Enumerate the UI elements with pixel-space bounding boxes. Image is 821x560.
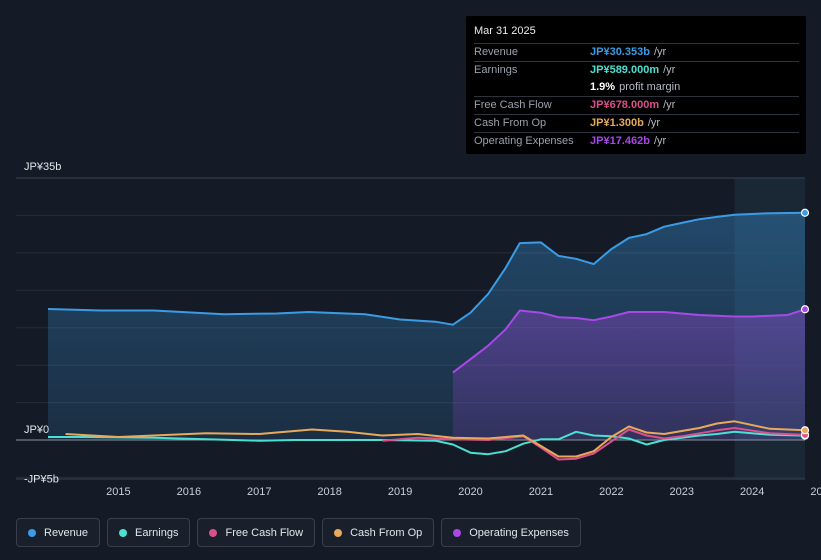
tooltip-label <box>474 79 590 96</box>
tooltip-unit: /yr <box>647 117 661 129</box>
legend-label: Free Cash Flow <box>225 526 304 539</box>
series-end-marker <box>800 208 810 217</box>
y-tick-label: JP¥35b <box>24 161 61 173</box>
series-line-cash-from-op <box>65 420 806 458</box>
x-tick-label: 2023 <box>670 486 694 498</box>
x-tick-label: 2016 <box>177 486 201 498</box>
legend-dot <box>334 528 343 537</box>
x-tick-label: 2018 <box>317 486 341 498</box>
tooltip-label: Revenue <box>474 46 519 58</box>
legend-item-operating-expenses[interactable]: Operating Expenses <box>441 518 581 547</box>
tooltip-unit: /yr <box>663 64 676 76</box>
tooltip-unit: /yr <box>653 135 667 147</box>
legend-dot <box>28 528 36 537</box>
tooltip-label: Earnings <box>474 64 518 76</box>
tooltip-value: 1.9% <box>590 81 616 93</box>
series-end-marker <box>800 426 810 435</box>
tooltip-label: Free Cash Flow <box>474 99 552 111</box>
x-tick-label: 2021 <box>529 486 553 498</box>
tooltip-value: JP¥589.000m <box>590 64 660 76</box>
series-line-operating-expenses <box>452 308 806 374</box>
x-tick-label: 2017 <box>247 486 271 498</box>
x-tick-label: 2015 <box>106 486 130 498</box>
series-line-earnings <box>48 430 806 456</box>
series-line-revenue <box>47 211 806 326</box>
legend-dot <box>209 528 218 537</box>
tooltip-value: JP¥30.353b <box>590 46 650 58</box>
tooltip-row-revenue: Revenue JP¥30.353b /yr <box>474 44 799 62</box>
x-tick-label: 2020 <box>458 486 482 498</box>
tooltip-row-opex: Operating Expenses JP¥17.462b /yr <box>474 133 799 150</box>
x-tick-label: 2024 <box>740 486 764 498</box>
series-end-marker <box>800 305 810 314</box>
x-tick-label: 2019 <box>388 486 412 498</box>
legend-item-revenue[interactable]: Revenue <box>16 518 101 547</box>
legend-label: Operating Expenses <box>469 526 569 539</box>
legend-dot <box>453 528 462 537</box>
tooltip-date: Mar 31 2025 <box>474 23 799 44</box>
legend-label: Earnings <box>135 526 179 539</box>
tooltip-row-margin: 1.9% profit margin <box>474 79 799 97</box>
tooltip-value: JP¥17.462b <box>590 135 650 147</box>
tooltip-value: JP¥1.300b <box>590 117 644 129</box>
x-tick-label: 2025 <box>810 486 821 498</box>
legend-item-free-cash-flow[interactable]: Free Cash Flow <box>197 518 316 547</box>
legend-item-cash-from-op[interactable]: Cash From Op <box>322 518 435 547</box>
tooltip-row-earnings: Earnings JP¥589.000m /yr <box>474 62 799 79</box>
tooltip: Mar 31 2025 Revenue JP¥30.353b /yr Earni… <box>466 16 806 154</box>
chart: JP¥35b JP¥0 -JP¥5b 2015 2016 2017 2018 2019 2020… <box>16 161 821 498</box>
series-area-operating-expenses <box>452 309 805 440</box>
tooltip-unit: profit margin <box>619 81 681 93</box>
tooltip-unit: /yr <box>663 99 676 111</box>
tooltip-row-fcf: Free Cash Flow JP¥678.000m /yr <box>474 97 799 115</box>
legend: Revenue Earnings Free Cash Flow Cash Fro… <box>16 518 588 547</box>
x-tick-label: 2022 <box>599 486 623 498</box>
y-tick-label: -JP¥5b <box>24 473 59 485</box>
y-tick-label: JP¥0 <box>24 424 49 436</box>
legend-item-earnings[interactable]: Earnings <box>107 518 191 547</box>
legend-label: Cash From Op <box>350 526 423 539</box>
legend-dot <box>119 528 128 537</box>
legend-label: Revenue <box>44 526 89 539</box>
tooltip-unit: /yr <box>653 46 667 58</box>
series-line-free-cash-flow <box>382 427 806 461</box>
tooltip-label: Cash From Op <box>474 117 547 129</box>
tooltip-value: JP¥678.000m <box>590 99 660 111</box>
tooltip-row-cfo: Cash From Op JP¥1.300b /yr <box>474 115 799 133</box>
tooltip-label: Operating Expenses <box>474 135 574 147</box>
